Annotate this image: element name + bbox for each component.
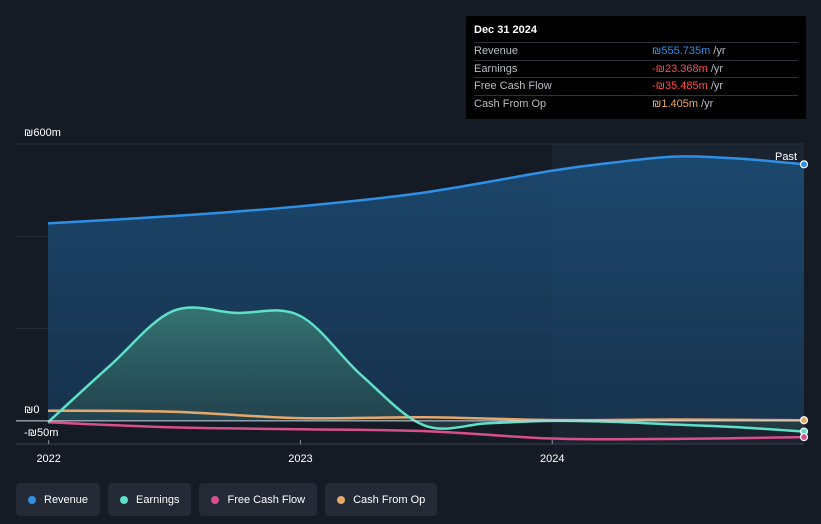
tooltip-unit: /yr bbox=[710, 80, 724, 93]
y-tick-label: ₪0 bbox=[24, 404, 39, 416]
tooltip-unit: /yr bbox=[710, 62, 724, 75]
tooltip-panel: Dec 31 2024 Revenue ₪555.735m /yr Earnin… bbox=[466, 16, 806, 119]
legend-dot-icon bbox=[337, 495, 346, 504]
tooltip-label: Free Cash Flow bbox=[474, 80, 552, 93]
revenue-line bbox=[47, 155, 805, 225]
free-cash-flow-end-point bbox=[799, 432, 809, 442]
tooltip-value: ₪555.735m bbox=[652, 45, 711, 58]
legend-item-cash-from-op[interactable]: Cash From Op bbox=[325, 483, 438, 516]
tooltip-label: Cash From Op bbox=[474, 97, 547, 110]
cash-from-op-end-point bbox=[799, 416, 809, 425]
x-tick-label: 2024 bbox=[540, 453, 564, 465]
tooltip-row-cash-from-op: Cash From Op ₪1.405m /yr bbox=[474, 94, 798, 113]
past-label: Past bbox=[775, 151, 797, 163]
tooltip-date: Dec 31 2024 bbox=[474, 24, 537, 36]
earnings-area bbox=[48, 307, 804, 432]
tooltip-value: -₪35.485m bbox=[652, 80, 708, 93]
earnings-line bbox=[47, 306, 805, 433]
legend-label: Free Cash Flow bbox=[227, 493, 306, 506]
tooltip-unit: /yr bbox=[713, 45, 726, 58]
legend-dot-icon bbox=[211, 495, 220, 504]
chart-area: ₪600m ₪0 -₪50m 2022 2023 2024 Past bbox=[16, 127, 809, 465]
tooltip-row-earnings: Earnings -₪23.368m /yr bbox=[474, 59, 798, 78]
cash-from-op-line bbox=[47, 409, 805, 422]
legend-item-earnings[interactable]: Earnings bbox=[108, 483, 192, 516]
tooltip-row-revenue: Revenue ₪555.735m /yr bbox=[474, 42, 798, 60]
chart-legend: Revenue Earnings Free Cash Flow Cash Fro… bbox=[16, 483, 438, 516]
revenue-end-point bbox=[799, 160, 809, 169]
tooltip-row-free-cash-flow: Free Cash Flow -₪35.485m /yr bbox=[474, 77, 798, 95]
tooltip-label: Earnings bbox=[474, 62, 518, 75]
legend-label: Earnings bbox=[136, 493, 180, 506]
legend-item-free-cash-flow[interactable]: Free Cash Flow bbox=[199, 483, 318, 516]
legend-dot-icon bbox=[28, 495, 36, 504]
tooltip-value: -₪23.368m bbox=[652, 62, 708, 75]
free-cash-flow-line bbox=[47, 421, 805, 441]
tooltip-unit: /yr bbox=[701, 97, 714, 110]
tooltip-value: ₪1.405m bbox=[652, 97, 699, 110]
y-tick-label: -₪50m bbox=[24, 427, 58, 439]
x-tick-label: 2023 bbox=[288, 453, 312, 465]
y-tick-label: ₪600m bbox=[24, 127, 61, 139]
legend-label: Cash From Op bbox=[353, 493, 426, 506]
legend-dot-icon bbox=[120, 495, 129, 504]
x-tick-label: 2022 bbox=[36, 453, 60, 465]
legend-label: Revenue bbox=[44, 493, 89, 506]
tooltip-label: Revenue bbox=[474, 45, 519, 58]
legend-item-revenue[interactable]: Revenue bbox=[16, 483, 101, 516]
